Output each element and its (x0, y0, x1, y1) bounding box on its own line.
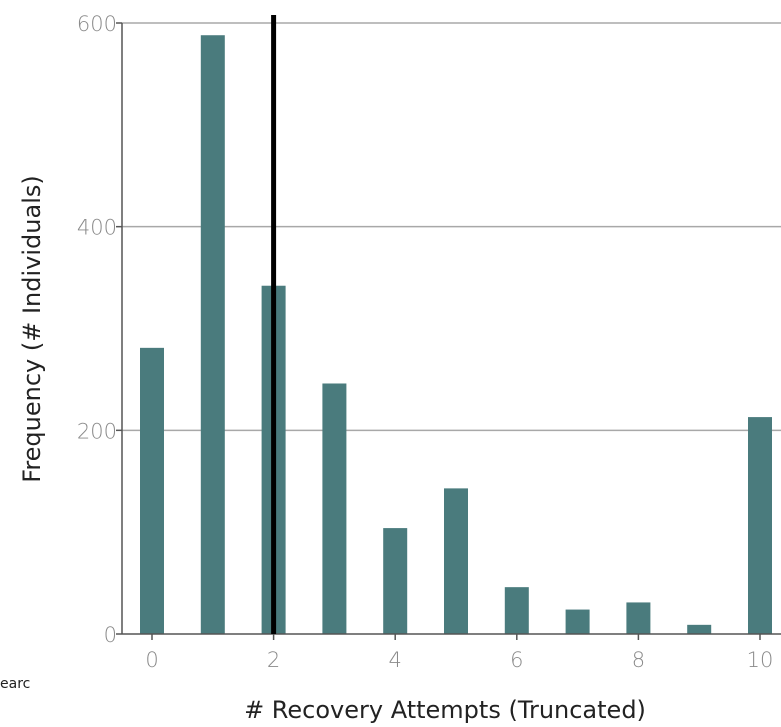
grid-lines (122, 22, 781, 432)
x-axis-title: # Recovery Attempts (Truncated) (244, 696, 646, 724)
x-tick-label: 0 (145, 648, 158, 672)
y-axis-title: Frequency (# Individuals) (18, 175, 46, 482)
bar-9 (687, 624, 712, 634)
x-tick-label: 8 (632, 648, 645, 672)
bar-7 (565, 609, 590, 634)
bar-6 (504, 587, 529, 634)
x-tick-label: 10 (747, 648, 774, 672)
y-tick-label: 400 (77, 216, 117, 240)
bar-1 (200, 35, 225, 635)
x-tick-label: 6 (510, 648, 523, 672)
bar-10 (748, 417, 772, 634)
y-tick-label: 200 (77, 419, 117, 443)
y-tick-label: 600 (77, 12, 117, 36)
x-ticks: 0 2 4 6 8 10 (145, 634, 773, 672)
bar-4 (383, 528, 408, 634)
y-ticks: 0 200 400 600 (77, 12, 122, 647)
x-tick-label: 4 (389, 648, 402, 672)
x-tick-label: 2 (267, 648, 280, 672)
bar-8 (626, 602, 651, 634)
bar-0 (140, 347, 164, 634)
y-tick-label: 0 (104, 623, 117, 647)
bar-5 (444, 488, 468, 634)
stray-text-fragment: earc (0, 676, 30, 692)
bar-3 (322, 383, 347, 634)
bars-group (140, 35, 772, 635)
